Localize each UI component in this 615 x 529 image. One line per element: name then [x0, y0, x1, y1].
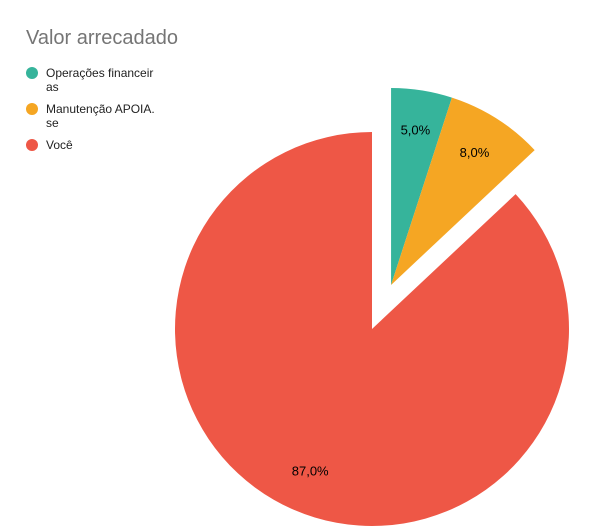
legend-label: Manutenção APOIA.se	[46, 102, 155, 130]
legend: Operações financeiras Manutenção APOIA.se…	[26, 66, 166, 160]
legend-swatch	[26, 103, 38, 115]
pie-slice	[174, 132, 569, 526]
legend-swatch	[26, 139, 38, 151]
legend-item: Operações financeiras	[26, 66, 166, 94]
chart-title: Valor arrecadado	[26, 27, 178, 49]
data-label: 8,0%	[460, 145, 490, 160]
data-label: 5,0%	[401, 123, 431, 138]
legend-item: Você	[26, 138, 166, 152]
legend-swatch	[26, 67, 38, 79]
legend-label: Operações financeiras	[46, 66, 154, 94]
pie-slice	[391, 87, 452, 285]
legend-item: Manutenção APOIA.se	[26, 102, 166, 130]
data-label: 87,0%	[292, 463, 329, 478]
pie-slice	[391, 97, 535, 285]
legend-label: Você	[46, 138, 73, 152]
